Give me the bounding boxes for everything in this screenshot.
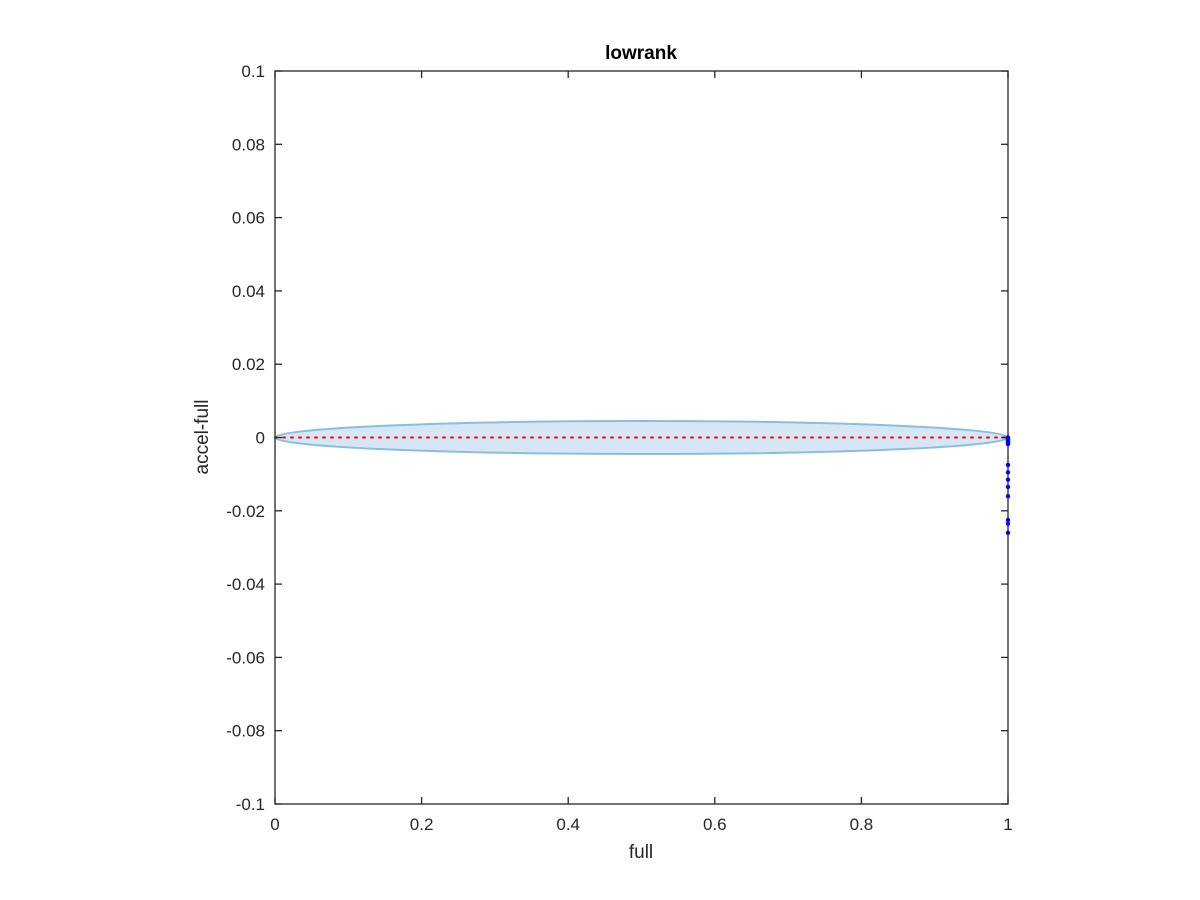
chart-title: lowrank [605,43,677,64]
x-tick-label: 0.4 [556,815,580,834]
y-tick-label: 0.1 [241,62,265,81]
x-axis-label: full [629,842,653,863]
x-tick-label: 0.6 [703,815,727,834]
y-tick-label: 0 [256,429,265,448]
x-tick-label: 1 [1003,815,1012,834]
x-tick-label: 0 [270,815,279,834]
y-tick-label: 0.02 [232,355,265,374]
data-point [1005,521,1011,526]
data-point [1005,462,1011,468]
y-tick-label: 0.06 [232,209,265,228]
data-point [1005,530,1011,535]
data-point [1005,441,1011,447]
y-tick-label: -0.1 [236,795,265,814]
plot-area: 0 0.2 0.4 0.6 0.8 1 0.1 0.08 0.06 0.04 0.02 0 -0.02 -… [226,62,1012,834]
y-tick-label: -0.02 [226,502,265,521]
data-point [1005,517,1011,523]
y-tick-label: -0.04 [226,575,265,594]
data-point [1005,470,1011,475]
y-tick-label: -0.06 [226,648,265,667]
y-tick-label: 0.08 [232,135,265,154]
y-axis-label: accel-full [192,400,213,475]
data-point [1005,477,1011,482]
data-point [1005,493,1011,499]
data-point [1005,484,1011,490]
y-tick-label: -0.08 [226,722,265,741]
x-tick-label: 0.8 [850,815,874,834]
y-tick-label: 0.04 [232,282,265,301]
x-tick-label: 0.2 [410,815,434,834]
